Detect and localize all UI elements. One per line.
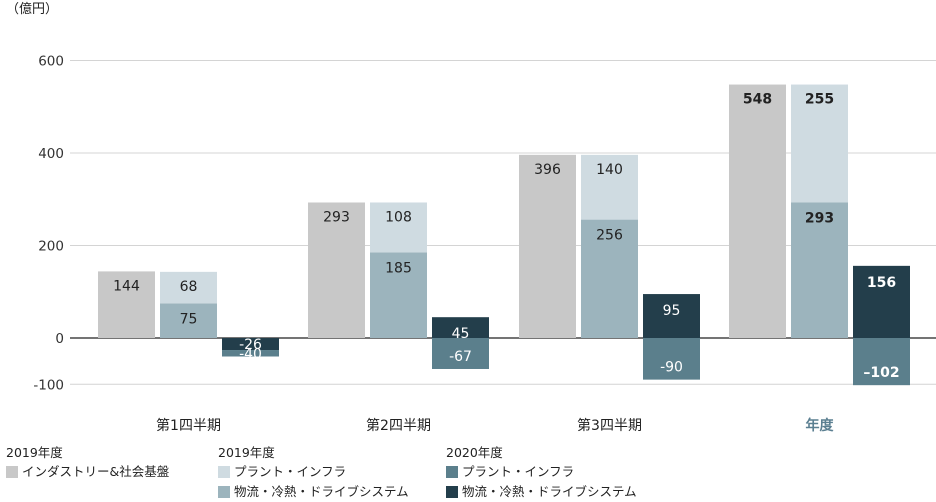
y-tick-label: 600 bbox=[38, 54, 64, 70]
y-tick-label: -100 bbox=[33, 377, 64, 393]
legend-item: 物流・冷熱・ドライブシステム bbox=[446, 482, 637, 502]
y-unit-label: （億円） bbox=[6, 1, 58, 17]
legend-swatch bbox=[218, 466, 230, 478]
bar-logistics-2020 bbox=[853, 265, 910, 338]
bar-industry-2019 bbox=[308, 202, 365, 338]
data-label: 396 bbox=[534, 162, 561, 178]
data-label: 548 bbox=[743, 92, 772, 108]
x-category-label: 第2四半期 bbox=[366, 417, 431, 434]
legend-swatch bbox=[218, 486, 230, 498]
legend-label: プラント・インフラ bbox=[234, 464, 347, 479]
legend-item: プラント・インフラ bbox=[218, 462, 409, 482]
bar-plant-2019 bbox=[160, 271, 217, 304]
x-category-label: 第1四半期 bbox=[156, 417, 221, 434]
bar-plant-2020 bbox=[643, 338, 700, 380]
legend-group-3: 2020年度 プラント・インフラ 物流・冷熱・ドライブシステム bbox=[446, 444, 637, 502]
legend-swatch bbox=[446, 466, 458, 478]
legend-label: インダストリー&社会基盤 bbox=[22, 464, 170, 479]
bar-plant-2019 bbox=[581, 154, 638, 220]
data-label: 156 bbox=[867, 275, 896, 291]
legend-label: 物流・冷熱・ドライブシステム bbox=[462, 484, 637, 499]
bar-logistics-2019 bbox=[581, 219, 638, 338]
bar-logistics-2020 bbox=[432, 317, 489, 338]
legend-group-title: 2019年度 bbox=[218, 445, 275, 460]
data-label: -40 bbox=[239, 346, 262, 362]
legend-swatch bbox=[6, 466, 18, 478]
bar-industry-2019 bbox=[729, 84, 786, 338]
bar-plant-2020 bbox=[853, 338, 910, 386]
bar-plant-2019 bbox=[370, 202, 427, 253]
data-label: 45 bbox=[452, 326, 470, 342]
x-category-label: 第3四半期 bbox=[577, 417, 642, 434]
bar-plant-2020 bbox=[222, 350, 279, 357]
legend-swatch bbox=[446, 486, 458, 498]
bar-industry-2019 bbox=[98, 271, 155, 338]
bar-industry-2019 bbox=[519, 154, 576, 338]
data-label: 68 bbox=[180, 279, 198, 295]
x-category-label: 年度 bbox=[806, 417, 835, 434]
bar-logistics-2020 bbox=[222, 338, 279, 351]
bar-logistics-2019 bbox=[370, 252, 427, 338]
data-label: 144 bbox=[113, 278, 140, 294]
legend-group-title: 2019年度 bbox=[6, 445, 63, 460]
data-label: 140 bbox=[596, 162, 623, 178]
bar-plant-2019 bbox=[791, 84, 848, 203]
bar-logistics-2019 bbox=[160, 303, 217, 338]
bar-logistics-2019 bbox=[791, 202, 848, 338]
data-label: 185 bbox=[385, 260, 412, 276]
data-label: 95 bbox=[663, 303, 681, 319]
y-tick-label: 400 bbox=[38, 146, 64, 162]
legend-label: 物流・冷熱・ドライブシステム bbox=[234, 484, 409, 499]
data-label: –102 bbox=[863, 365, 899, 381]
bar-plant-2020 bbox=[432, 338, 489, 369]
data-label: 75 bbox=[180, 311, 198, 327]
data-label: -90 bbox=[660, 360, 683, 376]
legend-item: 物流・冷熱・ドライブシステム bbox=[218, 482, 409, 502]
y-tick-label: 0 bbox=[55, 331, 64, 347]
data-label: -67 bbox=[449, 349, 472, 365]
data-label: 108 bbox=[385, 209, 412, 225]
legend-item: プラント・インフラ bbox=[446, 462, 637, 482]
data-label: 255 bbox=[805, 92, 834, 108]
legend-group-title: 2020年度 bbox=[446, 445, 503, 460]
legend-group-2: 2019年度 プラント・インフラ 物流・冷熱・ドライブシステム bbox=[218, 444, 409, 502]
data-label: 256 bbox=[596, 228, 623, 244]
legend-label: プラント・インフラ bbox=[462, 464, 575, 479]
bar-logistics-2020 bbox=[643, 294, 700, 338]
data-label: -26 bbox=[239, 337, 262, 353]
bar-chart: （億円） 600 400 200 0 -100 144 68 75 -26-40 第1四半期 293 1… bbox=[6, 1, 936, 434]
data-label: 293 bbox=[323, 209, 350, 225]
legend-group-1: 2019年度 インダストリー&社会基盤 bbox=[6, 444, 169, 482]
data-label: 293 bbox=[805, 210, 834, 226]
legend-item: インダストリー&社会基盤 bbox=[6, 462, 169, 482]
y-tick-label: 200 bbox=[38, 239, 64, 255]
